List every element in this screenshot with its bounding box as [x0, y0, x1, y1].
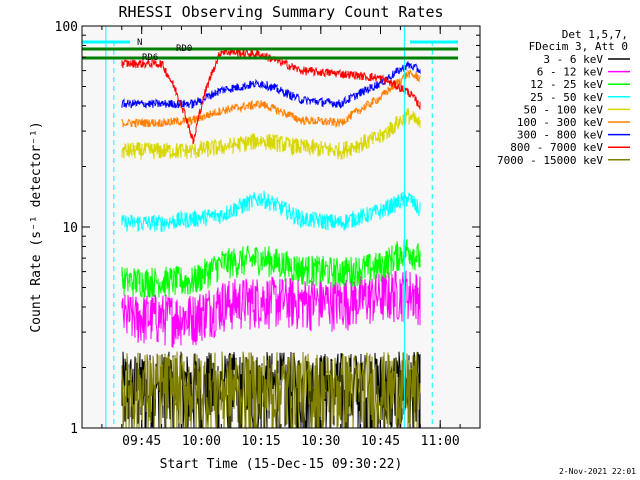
legend-label-800-7000-kev: 800 - 7000 keV [510, 141, 603, 154]
marker-layer: N RD0 RD6 [82, 26, 458, 428]
series-12-25-kev [121, 239, 421, 299]
legend-label-6-12-kev: 6 - 12 keV [537, 66, 604, 79]
series-100-300-kev [121, 69, 421, 129]
annotation-rd0: RD0 [176, 44, 192, 54]
x-tick-label-4: 10:30 [301, 434, 340, 449]
series-300-800-kev [121, 61, 421, 110]
legend-label-12-25-kev: 12 - 25 keV [530, 78, 603, 91]
series-800-7000-kev [121, 47, 421, 145]
series-layer [121, 47, 421, 430]
x-tick-label-5: 10:45 [361, 434, 400, 449]
chart-title: RHESSI Observing Summary Count Rates [118, 3, 443, 21]
y-axis-label: Count Rate (s⁻¹ detector⁻¹) [29, 121, 44, 332]
legend-label-25-50-kev: 25 - 50 keV [530, 91, 603, 104]
legend-label-300-800-kev: 300 - 800 keV [517, 129, 603, 142]
x-tick-label-3: 10:15 [242, 434, 281, 449]
x-tick-label-1: 09:45 [122, 434, 161, 449]
footer-date: 2-Nov-2021 22:01 [559, 467, 636, 476]
y-tick-label-3: 100 [55, 20, 78, 35]
x-axis-label: Start Time (15-Dec-15 09:30:22) [160, 457, 403, 472]
annotation-rd6: RD6 [142, 53, 158, 63]
series-50-100-kev [121, 107, 421, 160]
series-7000-15000-kev [121, 351, 421, 430]
x-tick-label-6: 11:00 [421, 434, 460, 449]
y-tick-label-1: 1 [70, 422, 78, 437]
legend-label-50-100-kev: 50 - 100 keV [524, 103, 604, 116]
legend-header-2: FDecim 3, Att 0 [529, 40, 628, 53]
legend-header-1: Det 1,5,7, [562, 28, 628, 41]
legend-label-100-300-kev: 100 - 300 keV [517, 116, 603, 129]
x-tick-label-2: 10:00 [182, 434, 221, 449]
legend-label-7000-15000-kev: 7000 - 15000 keV [497, 154, 603, 167]
annotation-n: N [137, 38, 142, 48]
series-6-12-kev [121, 270, 421, 349]
y-tick-label-2: 10 [62, 221, 78, 236]
series-25-50-kev [121, 190, 421, 233]
legend-label-3-6-kev: 3 - 6 keV [543, 53, 603, 66]
axis-layer: 1 10 100 09:45 10:00 10:15 10:30 10:45 11:00 [55, 20, 481, 449]
